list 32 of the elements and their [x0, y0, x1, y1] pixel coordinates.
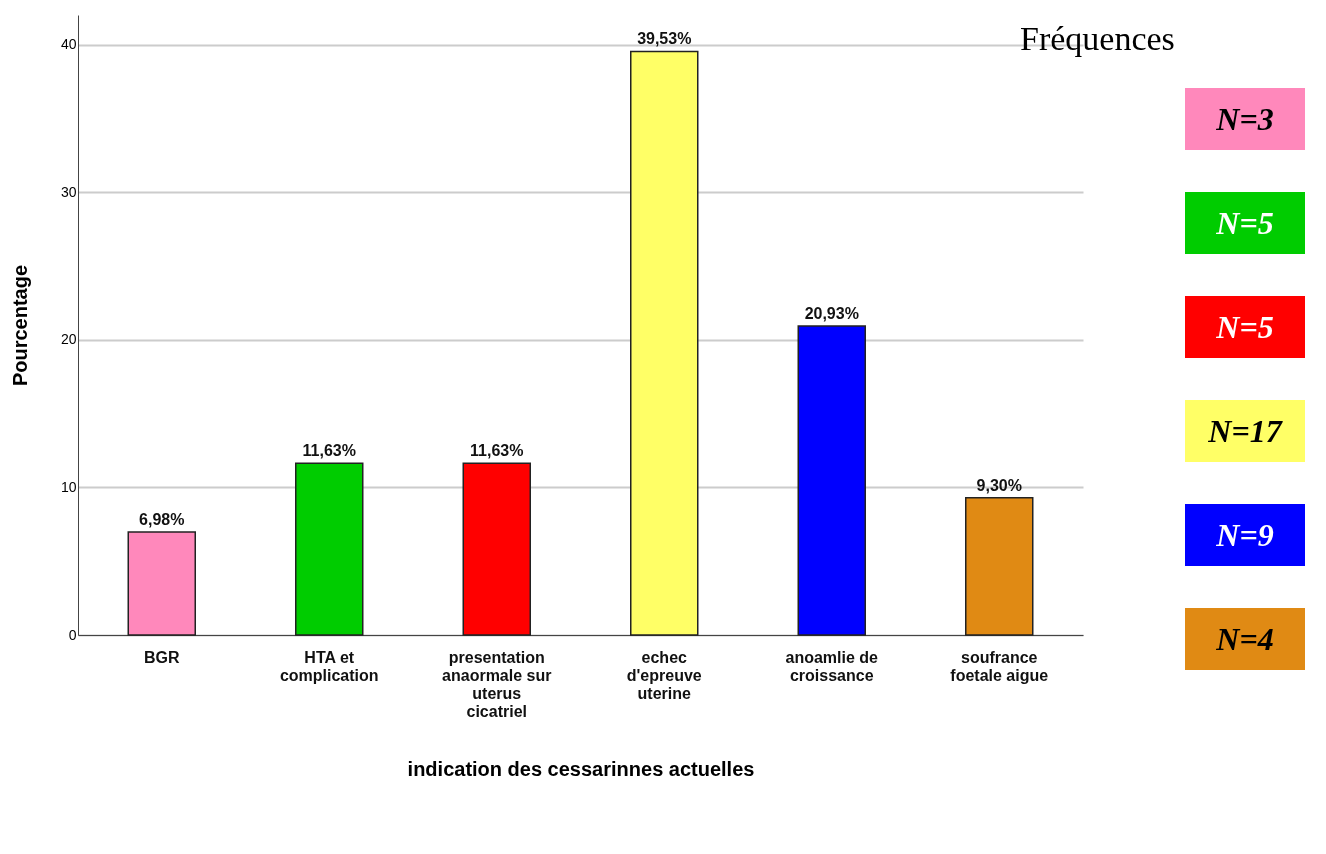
- count-box: N=4: [1185, 608, 1305, 670]
- count-box: N=5: [1185, 192, 1305, 254]
- x-tick-label: anoamlie de croissance: [785, 648, 879, 684]
- x-tick-label: echec d'epreuve uterine: [626, 648, 702, 702]
- bar: [462, 462, 531, 636]
- count-box: N=17: [1185, 400, 1305, 462]
- data-label: 11,63%: [470, 442, 524, 460]
- frequency-heading: Fréquences: [1020, 20, 1176, 58]
- data-label: 20,93%: [804, 305, 859, 323]
- data-label: 6,98%: [139, 510, 185, 528]
- y-axis-title: Pourcentage: [8, 264, 31, 387]
- x-tick-label: presentation anaormale sur uterus cicatriel: [442, 648, 552, 720]
- y-tick-label: 20: [60, 331, 77, 348]
- count-box: N=5: [1185, 296, 1305, 358]
- bar: [630, 50, 699, 636]
- data-label: 9,30%: [976, 476, 1022, 494]
- bar: [127, 531, 196, 636]
- data-label: 39,53%: [637, 30, 692, 48]
- bar: [295, 462, 364, 636]
- count-box: N=3: [1185, 88, 1305, 150]
- x-tick-label: soufrance foetale aigue: [950, 648, 1049, 684]
- data-label: 11,63%: [302, 442, 356, 460]
- y-tick-label: 0: [68, 626, 77, 643]
- count-box: N=9: [1185, 504, 1305, 566]
- y-tick-label: 40: [60, 36, 77, 53]
- y-tick-label: 10: [60, 478, 77, 495]
- x-tick-label: HTA et complication: [279, 648, 379, 684]
- bar: [797, 325, 866, 636]
- x-axis-title: indication des cessarinnes actuelles: [407, 757, 755, 780]
- bar: [965, 496, 1034, 636]
- x-tick-label: BGR: [143, 648, 180, 666]
- y-tick-label: 30: [60, 183, 77, 200]
